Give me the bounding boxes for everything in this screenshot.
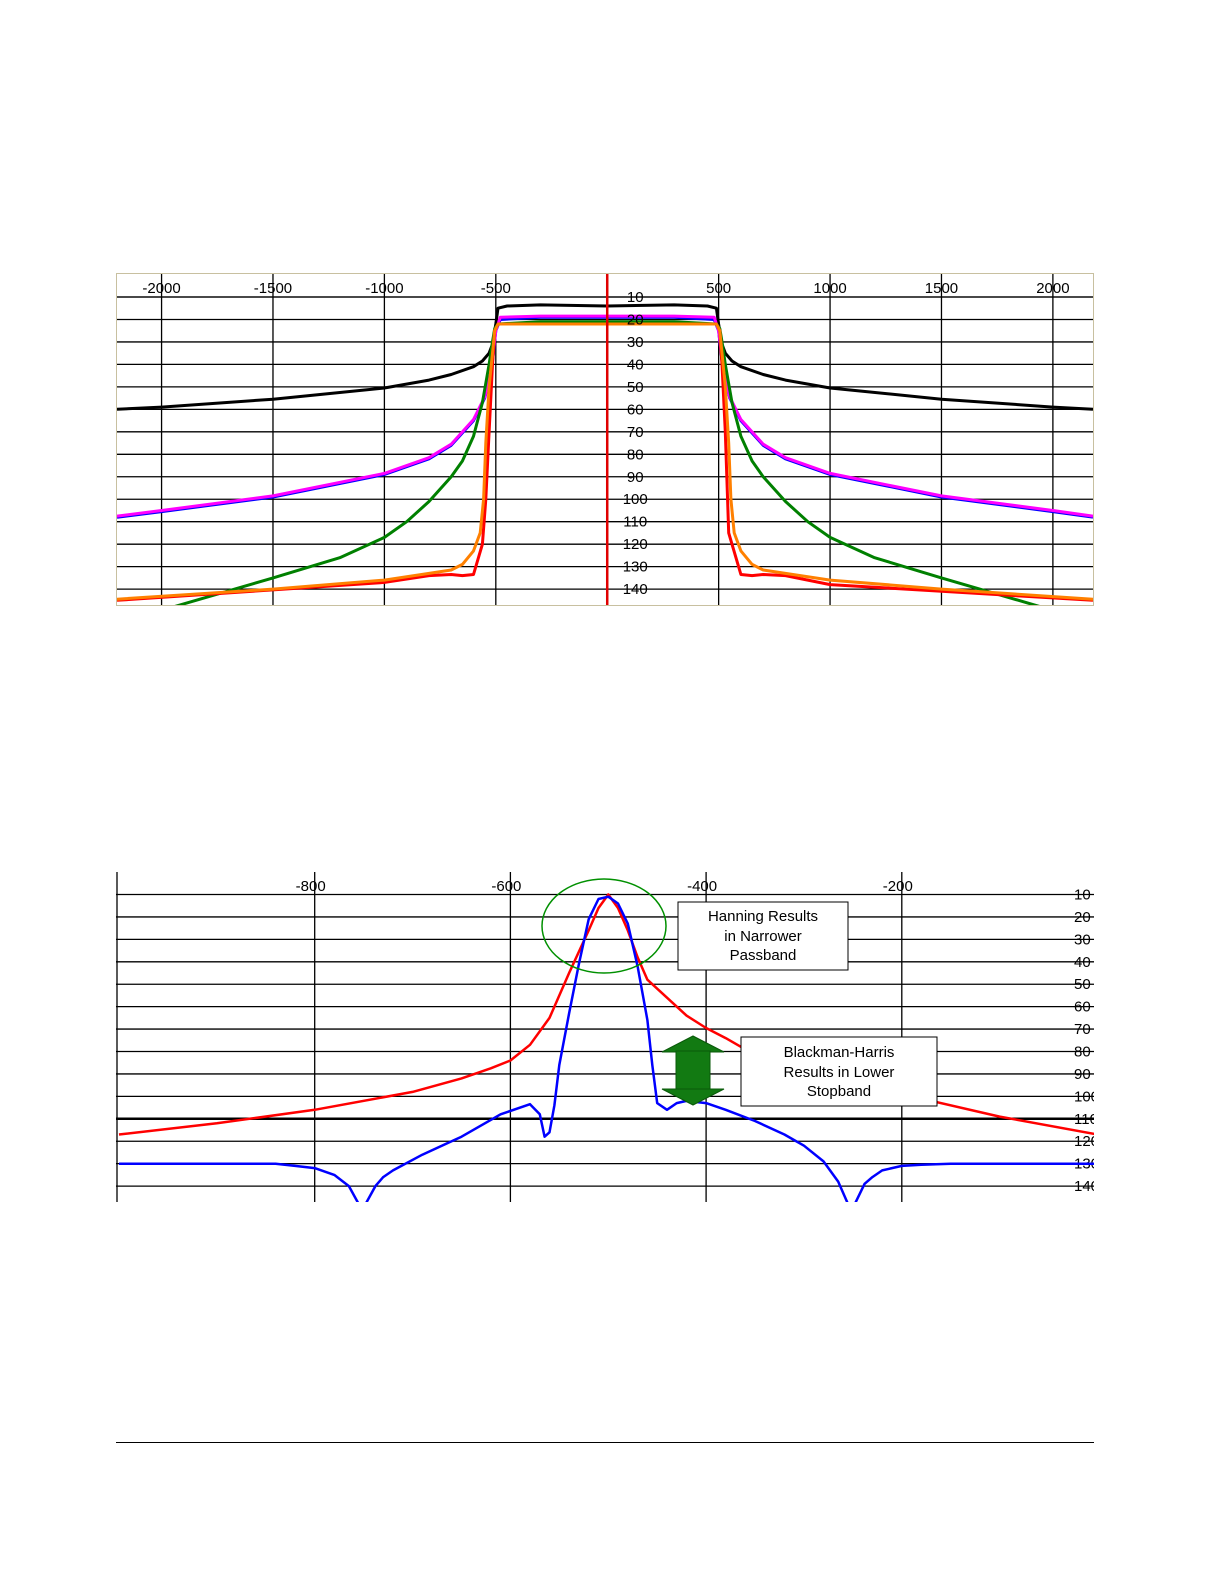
y-tick-label: 140 (1074, 1178, 1094, 1195)
y-tick-label: 60 (1074, 999, 1091, 1016)
blackman-line-3: Stopband (807, 1083, 871, 1100)
y-tick-label: 70 (1074, 1021, 1091, 1038)
blackman-callout: Blackman-Harris Results in Lower Stopban… (740, 1036, 938, 1107)
y-tick-label: 50 (627, 379, 644, 396)
y-tick-label: 140 (623, 581, 648, 598)
series-line-4 (117, 322, 1093, 602)
blackman-callout-box (740, 1036, 938, 1107)
blackman-line-1: Blackman-Harris (784, 1044, 895, 1061)
top-chart-svg: -2000 -1500 -1000 -500 500 1000 1500 2000 10 20 30… (117, 274, 1093, 605)
series-line-1 (117, 315, 1093, 519)
y-tick-label: 100 (623, 491, 648, 508)
x-tick-label: -200 (883, 878, 913, 895)
y-tick-label: 120 (1074, 1133, 1094, 1150)
hanning-line-2: in Narrower (724, 928, 802, 945)
bottom-chart: -800 -600 -400 -200 10 20 30 40 50 60 70 80 90 100 110… (116, 872, 1094, 1202)
y-tick-label: 10 (627, 289, 644, 306)
bottom-chart-svg: -800 -600 -400 -200 10 20 30 40 50 60 70 80 90 100 110… (116, 872, 1094, 1202)
y-tick-label: 80 (1074, 1044, 1091, 1061)
y-tick-label: 40 (627, 356, 644, 373)
series-line-1 (119, 895, 1094, 1202)
y-tick-label: 10 (1074, 887, 1091, 904)
arrow-down (661, 1088, 725, 1106)
series-line-0 (118, 893, 1094, 1136)
blackman-line-2: Results in Lower (784, 1064, 895, 1081)
arrow-shaft (675, 1050, 711, 1091)
y-tick-label: 50 (1074, 976, 1091, 993)
x-tick-label: 1000 (813, 280, 846, 297)
hanning-highlight-ellipse (541, 878, 667, 974)
x-tick-label: -600 (491, 878, 521, 895)
y-tick-label: 100 (1074, 1088, 1094, 1105)
x-tick-label: 1500 (925, 280, 958, 297)
hanning-line-1: Hanning Results (708, 908, 818, 925)
y-tick-label: 30 (1074, 931, 1091, 948)
tick-labels: -2000 -1500 -1000 -500 500 1000 1500 2000 10 20 30… (142, 280, 1069, 598)
x-tick-label: -2000 (142, 280, 180, 297)
hanning-callout-box (677, 901, 849, 971)
x-tick-label: 2000 (1036, 280, 1069, 297)
y-tick-label: 120 (623, 536, 648, 553)
grid: -800 -600 -400 -200 10 20 30 40 50 60 70 80 90 100 110… (116, 872, 1094, 1202)
x-tick-label: -1500 (254, 280, 292, 297)
x-tick-label: 500 (706, 280, 731, 297)
y-tick-label: 60 (627, 401, 644, 418)
double-arrow-icon (661, 1035, 725, 1106)
y-tick-label: 130 (623, 559, 648, 576)
y-tick-label: 90 (1074, 1066, 1091, 1083)
hanning-line-3: Passband (730, 947, 797, 964)
series-group (118, 893, 1094, 1202)
series-line-5 (117, 322, 1093, 601)
y-tick-label: 30 (627, 334, 644, 351)
x-tick-label: -500 (481, 280, 511, 297)
top-chart: -2000 -1500 -1000 -500 500 1000 1500 2000 10 20 30… (116, 273, 1094, 606)
hanning-callout: Hanning Results in Narrower Passband (677, 901, 849, 971)
y-tick-label: 20 (627, 311, 644, 328)
arrow-up (661, 1035, 725, 1053)
footer-rule (116, 1442, 1094, 1443)
y-tick-label: 110 (623, 514, 647, 531)
y-tick-label: 90 (627, 469, 644, 486)
y-tick-label: 40 (1074, 954, 1091, 971)
y-tick-label: 70 (627, 424, 644, 441)
series-line-2 (117, 314, 1093, 518)
x-tick-label: -1000 (365, 280, 403, 297)
y-tick-label: 110 (1074, 1111, 1094, 1128)
y-tick-label: 80 (627, 446, 644, 463)
series-group (117, 303, 1093, 605)
x-tick-label: -400 (687, 878, 717, 895)
x-tick-label: -800 (296, 878, 326, 895)
y-tick-label: 20 (1074, 909, 1091, 926)
grid (117, 274, 1093, 605)
